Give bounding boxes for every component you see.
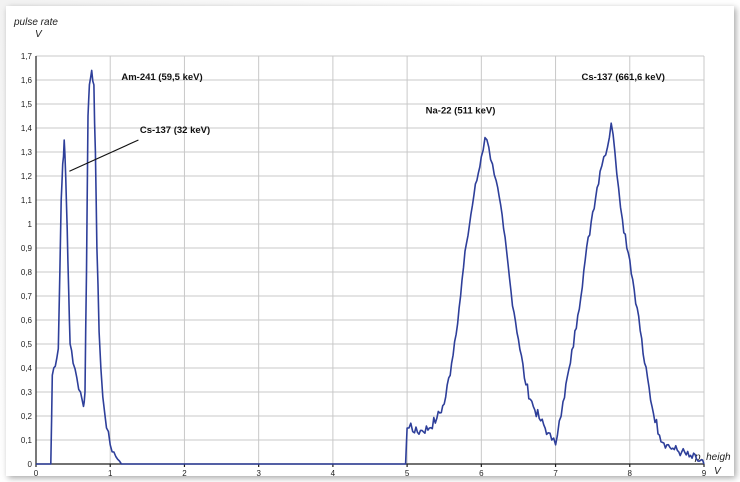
grid (36, 55, 705, 464)
x-tick-label: 4 (331, 469, 336, 476)
x-tick-label: 1 (108, 469, 113, 476)
series (36, 69, 705, 465)
annotation-label: Na-22 (511 keV) (426, 106, 496, 117)
axes (35, 56, 704, 465)
y-tick-label: 1 (28, 220, 33, 229)
y-tick-label: 1,2 (21, 172, 33, 181)
x-tick-label: 2 (182, 469, 187, 476)
x-axis-unit: V (714, 466, 722, 476)
x-tick-label: 6 (479, 469, 484, 476)
y-tick-label: 0,8 (21, 268, 33, 277)
y-tick-label: 0,4 (21, 364, 33, 373)
y-tick-label: 0,1 (21, 436, 33, 445)
spectrum-chart: 0 1 2 3 4 5 6 7 8 9 0 0,1 0,2 0,3 0,4 0,5 0,6 0,7 0,8 0,9 1 1… (13, 17, 731, 476)
chart-frame: 0 1 2 3 4 5 6 7 8 9 0 0,1 0,2 0,3 0,4 0,5 0,6 0,7 0,8 0,9 1 1… (6, 6, 734, 476)
annotations: Am-241 (59,5 keV) Cs-137 (32 keV) Na-22 (5… (69, 72, 665, 172)
x-tick-label: 8 (628, 469, 633, 476)
y-axis-title: pulse rate (13, 17, 58, 28)
y-tick-label: 1,4 (21, 124, 33, 133)
annotation-label: Cs-137 (32 keV) (140, 125, 210, 136)
y-tick-label: 0 (28, 460, 33, 469)
y-tick-label: 0,5 (21, 340, 33, 349)
y-tick-label: 1,6 (21, 76, 33, 85)
y-axis-unit: V (35, 29, 43, 40)
annotation-label: Am-241 (59,5 keV) (121, 72, 202, 83)
x-tick-label: 5 (405, 469, 410, 476)
y-tick-label: 1,7 (21, 52, 33, 61)
x-axis-title: p. heigh (694, 452, 731, 463)
series-line (36, 69, 705, 465)
y-tick-label: 1,5 (21, 100, 33, 109)
x-tick-label: 9 (702, 469, 707, 476)
annotation-leader-line (69, 139, 139, 172)
annotation-label: Cs-137 (661,6 keV) (582, 72, 665, 83)
y-tick-label: 0,9 (21, 244, 33, 253)
y-tick-label: 0,3 (21, 388, 33, 397)
y-tick-label: 1,3 (21, 148, 33, 157)
x-tick-label: 3 (256, 469, 261, 476)
ticks: 0 1 2 3 4 5 6 7 8 9 0 0,1 0,2 0,3 0,4 0,5 0,6 0,7 0,8 0,9 1 1… (21, 52, 707, 476)
y-tick-label: 0,7 (21, 292, 33, 301)
y-tick-label: 0,6 (21, 316, 33, 325)
x-tick-label: 7 (553, 469, 558, 476)
y-tick-label: 0,2 (21, 412, 33, 421)
y-tick-label: 1,1 (21, 196, 33, 205)
x-tick-label: 0 (34, 469, 39, 476)
